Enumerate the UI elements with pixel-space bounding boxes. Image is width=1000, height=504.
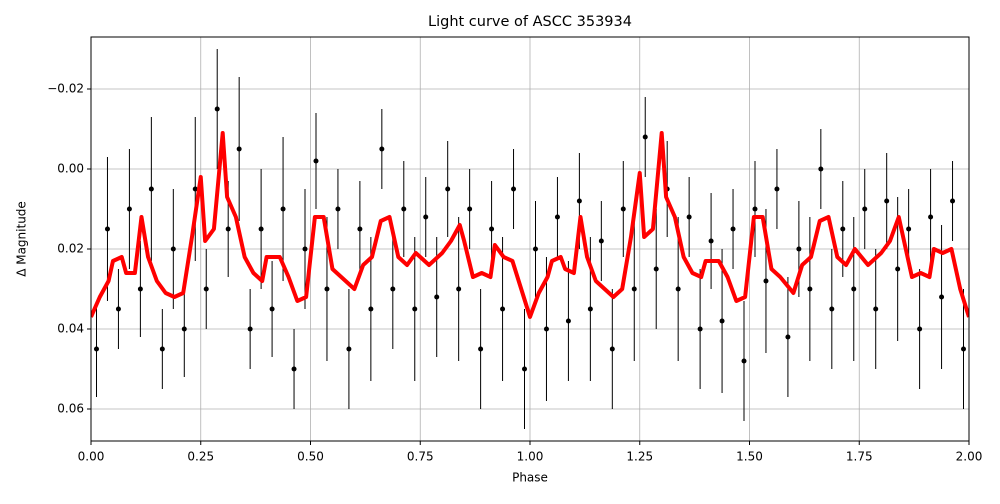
data-point — [236, 146, 242, 152]
y-tick-label: 0.00 — [57, 162, 84, 176]
y-tick-label: −0.02 — [47, 82, 84, 96]
data-point — [873, 306, 879, 312]
data-point — [653, 266, 659, 272]
data-point — [708, 238, 714, 244]
data-point — [686, 214, 692, 220]
data-point — [917, 326, 923, 332]
data-point — [840, 226, 846, 232]
data-point — [379, 146, 385, 152]
data-point — [280, 206, 286, 212]
data-point — [763, 278, 769, 284]
chart-title: Light curve of ASCC 353934 — [428, 14, 632, 30]
data-point — [203, 286, 209, 292]
data-point — [148, 186, 154, 192]
data-point — [522, 366, 528, 372]
data-point — [302, 246, 308, 252]
x-axis-label: Phase — [512, 471, 548, 485]
data-point — [554, 214, 560, 220]
data-point — [543, 326, 549, 332]
data-point — [478, 346, 484, 352]
data-point — [598, 238, 604, 244]
plot-frame — [90, 36, 970, 442]
x-tick-label: 0.00 — [78, 450, 105, 464]
data-point — [324, 286, 330, 292]
x-tick-label: 0.25 — [187, 450, 214, 464]
data-point — [862, 206, 868, 212]
x-tick-label: 1.25 — [626, 450, 653, 464]
data-point — [576, 198, 582, 204]
data-point — [423, 214, 429, 220]
data-point — [214, 106, 220, 112]
data-point — [247, 326, 253, 332]
data-point — [192, 186, 198, 192]
data-point — [357, 226, 363, 232]
data-point — [467, 206, 473, 212]
data-point — [565, 318, 571, 324]
x-tick-label: 1.75 — [846, 450, 873, 464]
data-point — [895, 266, 901, 272]
data-point — [511, 186, 517, 192]
data-point — [620, 206, 626, 212]
x-tick-label: 2.00 — [956, 450, 983, 464]
data-point — [774, 186, 780, 192]
x-tick-label: 1.50 — [736, 450, 763, 464]
data-point — [675, 286, 681, 292]
data-point — [961, 346, 967, 352]
data-point — [785, 334, 791, 340]
data-point — [532, 246, 538, 252]
data-point — [335, 206, 341, 212]
data-point — [631, 286, 637, 292]
data-point — [950, 198, 956, 204]
data-point — [368, 306, 374, 312]
data-point — [752, 206, 758, 212]
data-point — [928, 214, 934, 220]
data-point — [456, 286, 462, 292]
x-tick-label: 1.00 — [517, 450, 544, 464]
data-point — [258, 226, 264, 232]
data-point — [225, 226, 231, 232]
data-point — [741, 358, 747, 364]
data-point — [104, 226, 110, 232]
data-point — [719, 318, 725, 324]
data-point — [269, 306, 275, 312]
data-point — [829, 306, 835, 312]
data-point — [346, 346, 352, 352]
data-point — [884, 198, 890, 204]
data-point — [181, 326, 187, 332]
data-point — [818, 166, 824, 172]
x-tick-label: 0.75 — [407, 450, 434, 464]
data-point — [642, 134, 648, 140]
data-point — [807, 286, 813, 292]
data-point — [412, 306, 418, 312]
data-point — [291, 366, 297, 372]
data-point — [313, 158, 319, 164]
data-point — [434, 294, 440, 300]
data-point — [401, 206, 407, 212]
data-point — [796, 246, 802, 252]
data-point — [126, 206, 132, 212]
data-point — [939, 294, 945, 300]
data-point — [93, 346, 99, 352]
data-point — [851, 286, 857, 292]
data-point — [587, 306, 593, 312]
data-point — [609, 346, 615, 352]
y-axis-label: Δ Magnitude — [15, 201, 29, 277]
x-tick-label: 0.50 — [297, 450, 324, 464]
data-point — [115, 306, 121, 312]
data-point — [697, 326, 703, 332]
data-point — [390, 286, 396, 292]
data-point — [730, 226, 736, 232]
data-point — [170, 246, 176, 252]
y-tick-label: 0.06 — [57, 402, 84, 416]
y-tick-label: 0.04 — [57, 322, 84, 336]
y-tick-label: 0.02 — [57, 242, 84, 256]
fit-line — [91, 131, 969, 319]
data-point — [445, 186, 451, 192]
data-point — [159, 346, 165, 352]
data-point — [500, 306, 506, 312]
data-point — [489, 226, 495, 232]
data-point — [137, 286, 143, 292]
data-point — [906, 226, 912, 232]
